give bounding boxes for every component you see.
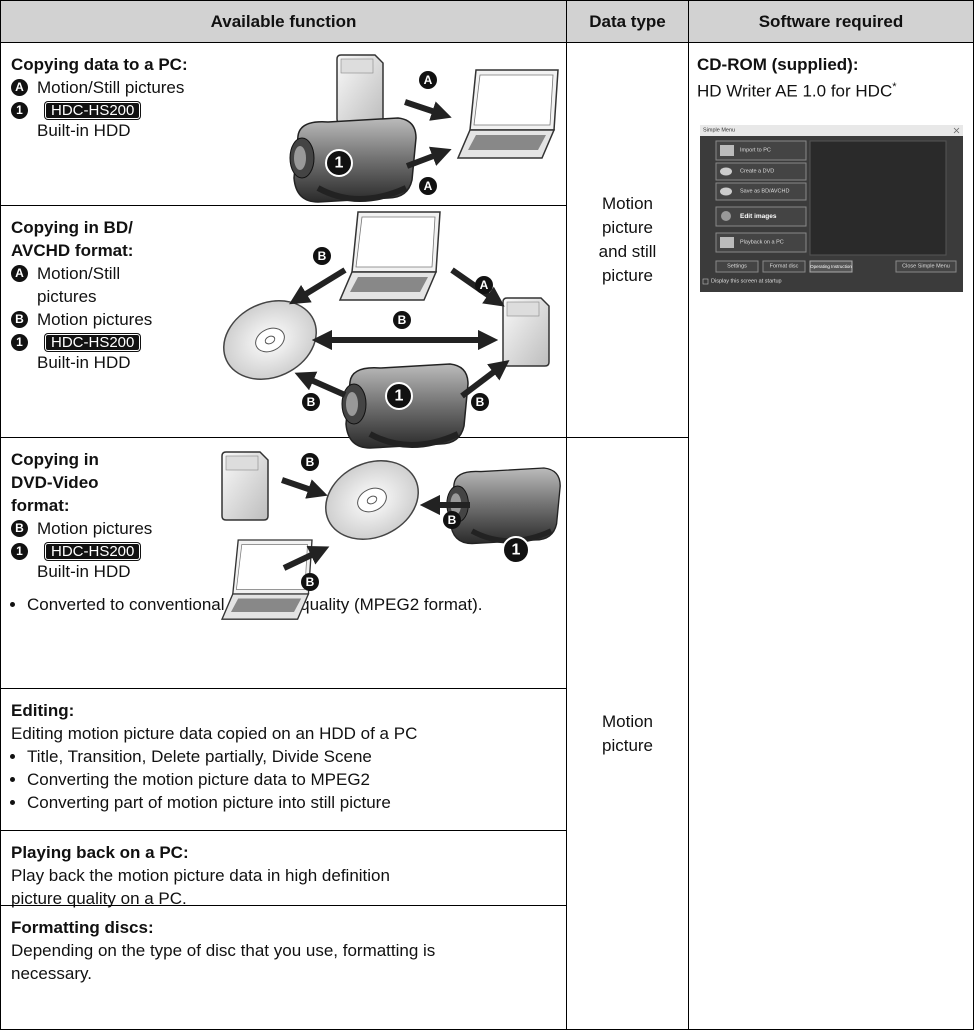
preview-panel xyxy=(809,140,947,256)
software-title: CD-ROM (supplied): xyxy=(697,55,859,74)
footer-button-label: Operating Instruction xyxy=(810,264,852,269)
icon xyxy=(721,211,731,221)
function-cell: Copying in BD/ AVCHD format: A Motion/Sti… xyxy=(0,205,567,438)
software-name-line: HD Writer AE 1.0 for HDC* xyxy=(697,76,973,103)
checkbox-label: Display this screen at startup xyxy=(711,279,782,285)
model-tag: HDC-HS200 xyxy=(45,543,141,560)
menu-buttons: Import to PC Create a DVD Save as BD/AVC… xyxy=(715,140,807,253)
bullet: Converted to conventional standard quali… xyxy=(27,593,557,616)
header-text: Software required xyxy=(758,11,904,31)
item-text: Motion/Still pictures xyxy=(37,78,185,97)
menu-button xyxy=(715,140,807,161)
bullet-list: Title, Transition, Delete partially, Div… xyxy=(11,745,566,814)
item-text: Motion pictures xyxy=(37,519,153,538)
item: A Motion/Still pictures xyxy=(11,262,566,308)
menu-button xyxy=(715,206,807,227)
menu-button xyxy=(715,182,807,201)
section-title: Copying in BD/ AVCHD format: xyxy=(11,218,134,260)
model-tag: HDC-HS200 xyxy=(45,334,141,351)
footer-buttons: Settings Format disc Operating Instructi… xyxy=(715,260,957,273)
header-cell: Data type xyxy=(566,0,689,43)
checkbox xyxy=(702,278,709,285)
data-type: Motion picture xyxy=(601,711,654,755)
item-text: Built-in HDD xyxy=(37,121,131,140)
software-name: HD Writer AE 1.0 for HDC xyxy=(697,81,893,101)
icon xyxy=(720,145,734,156)
item: B Motion pictures xyxy=(11,517,566,540)
menu-button-label: Edit images xyxy=(740,213,777,220)
section-title: Editing: xyxy=(11,701,75,720)
bullet: Converting part of motion picture into s… xyxy=(27,791,566,814)
function-cell: Copying in DVD-Video format: B Motion pic… xyxy=(0,437,567,689)
marker: B xyxy=(11,520,28,537)
footnote-mark: * xyxy=(892,81,897,93)
function-cell: Editing: Editing motion picture data cop… xyxy=(0,688,567,831)
marker: B xyxy=(11,311,28,328)
section-title: Playing back on a PC: xyxy=(11,843,189,862)
icon xyxy=(720,167,732,176)
section-text: Depending on the type of disc that you u… xyxy=(11,941,436,983)
menu-button xyxy=(715,232,807,253)
footer-button xyxy=(715,260,759,273)
menu-button-label: Playback on a PC xyxy=(740,240,784,246)
item-text: Motion pictures xyxy=(37,310,153,329)
marker: A xyxy=(11,265,28,282)
section-title: Copying data to a PC: xyxy=(11,55,188,74)
item: 1 HDC-HS200 xyxy=(11,331,566,351)
data-type-cell: Motion picture and still picture xyxy=(566,42,689,438)
menu-button-label: Create a DVD xyxy=(740,169,774,175)
model-tag: HDC-HS200 xyxy=(45,102,141,119)
bullet: Title, Transition, Delete partially, Div… xyxy=(27,745,566,768)
bullet-list: Converted to conventional standard quali… xyxy=(11,593,557,616)
item: 1 HDC-HS200 xyxy=(11,540,566,560)
section-title: Formatting discs: xyxy=(11,918,154,937)
icon xyxy=(720,237,734,248)
item: A Motion/Still pictures xyxy=(11,76,566,99)
header-cell: Available function xyxy=(0,0,567,43)
item-text: Motion/Still pictures xyxy=(37,264,121,306)
footer-button xyxy=(762,260,806,273)
software-screenshot: Simple Menu Import to PC Create a DVD Sa… xyxy=(700,125,963,292)
function-cell: Copying data to a PC: A Motion/Still pict… xyxy=(0,42,567,206)
item-text: Built-in HDD xyxy=(37,353,131,372)
marker: 1 xyxy=(11,334,28,351)
close-icon xyxy=(953,127,960,134)
section-title: Copying in DVD-Video format: xyxy=(11,450,99,515)
function-cell: Playing back on a PC: Play back the moti… xyxy=(0,830,567,908)
item-text: Built-in HDD xyxy=(37,562,131,581)
icon xyxy=(720,187,732,196)
header-cell: Software required xyxy=(688,0,974,43)
menu-button-label: Save as BD/AVCHD xyxy=(740,189,789,195)
footer-button-label: Format disc xyxy=(770,264,799,270)
data-type: Motion picture and still picture xyxy=(598,194,657,285)
function-cell: Formatting discs: Depending on the type … xyxy=(0,905,567,1030)
marker: 1 xyxy=(11,543,28,560)
menu-button xyxy=(715,162,807,181)
header-text: Available function xyxy=(210,11,357,31)
footer-button xyxy=(895,260,957,273)
footer-button xyxy=(809,260,853,273)
marker: 1 xyxy=(11,102,28,119)
bullet: Converting the motion picture data to MP… xyxy=(27,768,566,791)
section-text: Editing motion picture data copied on an… xyxy=(11,724,418,743)
footer-button-label: Close Simple Menu xyxy=(902,264,950,270)
marker: A xyxy=(11,79,28,96)
item: 1 HDC-HS200 xyxy=(11,99,566,119)
section-text: Play back the motion picture data in hig… xyxy=(11,866,390,908)
window-title: Simple Menu xyxy=(703,128,735,134)
menu-button-label: Import to PC xyxy=(740,148,771,154)
data-type-cell: Motion picture xyxy=(566,437,689,1030)
title-bar xyxy=(700,125,963,136)
header-text: Data type xyxy=(589,11,666,31)
footer-button-label: Settings xyxy=(727,264,747,270)
item: B Motion pictures xyxy=(11,308,566,331)
